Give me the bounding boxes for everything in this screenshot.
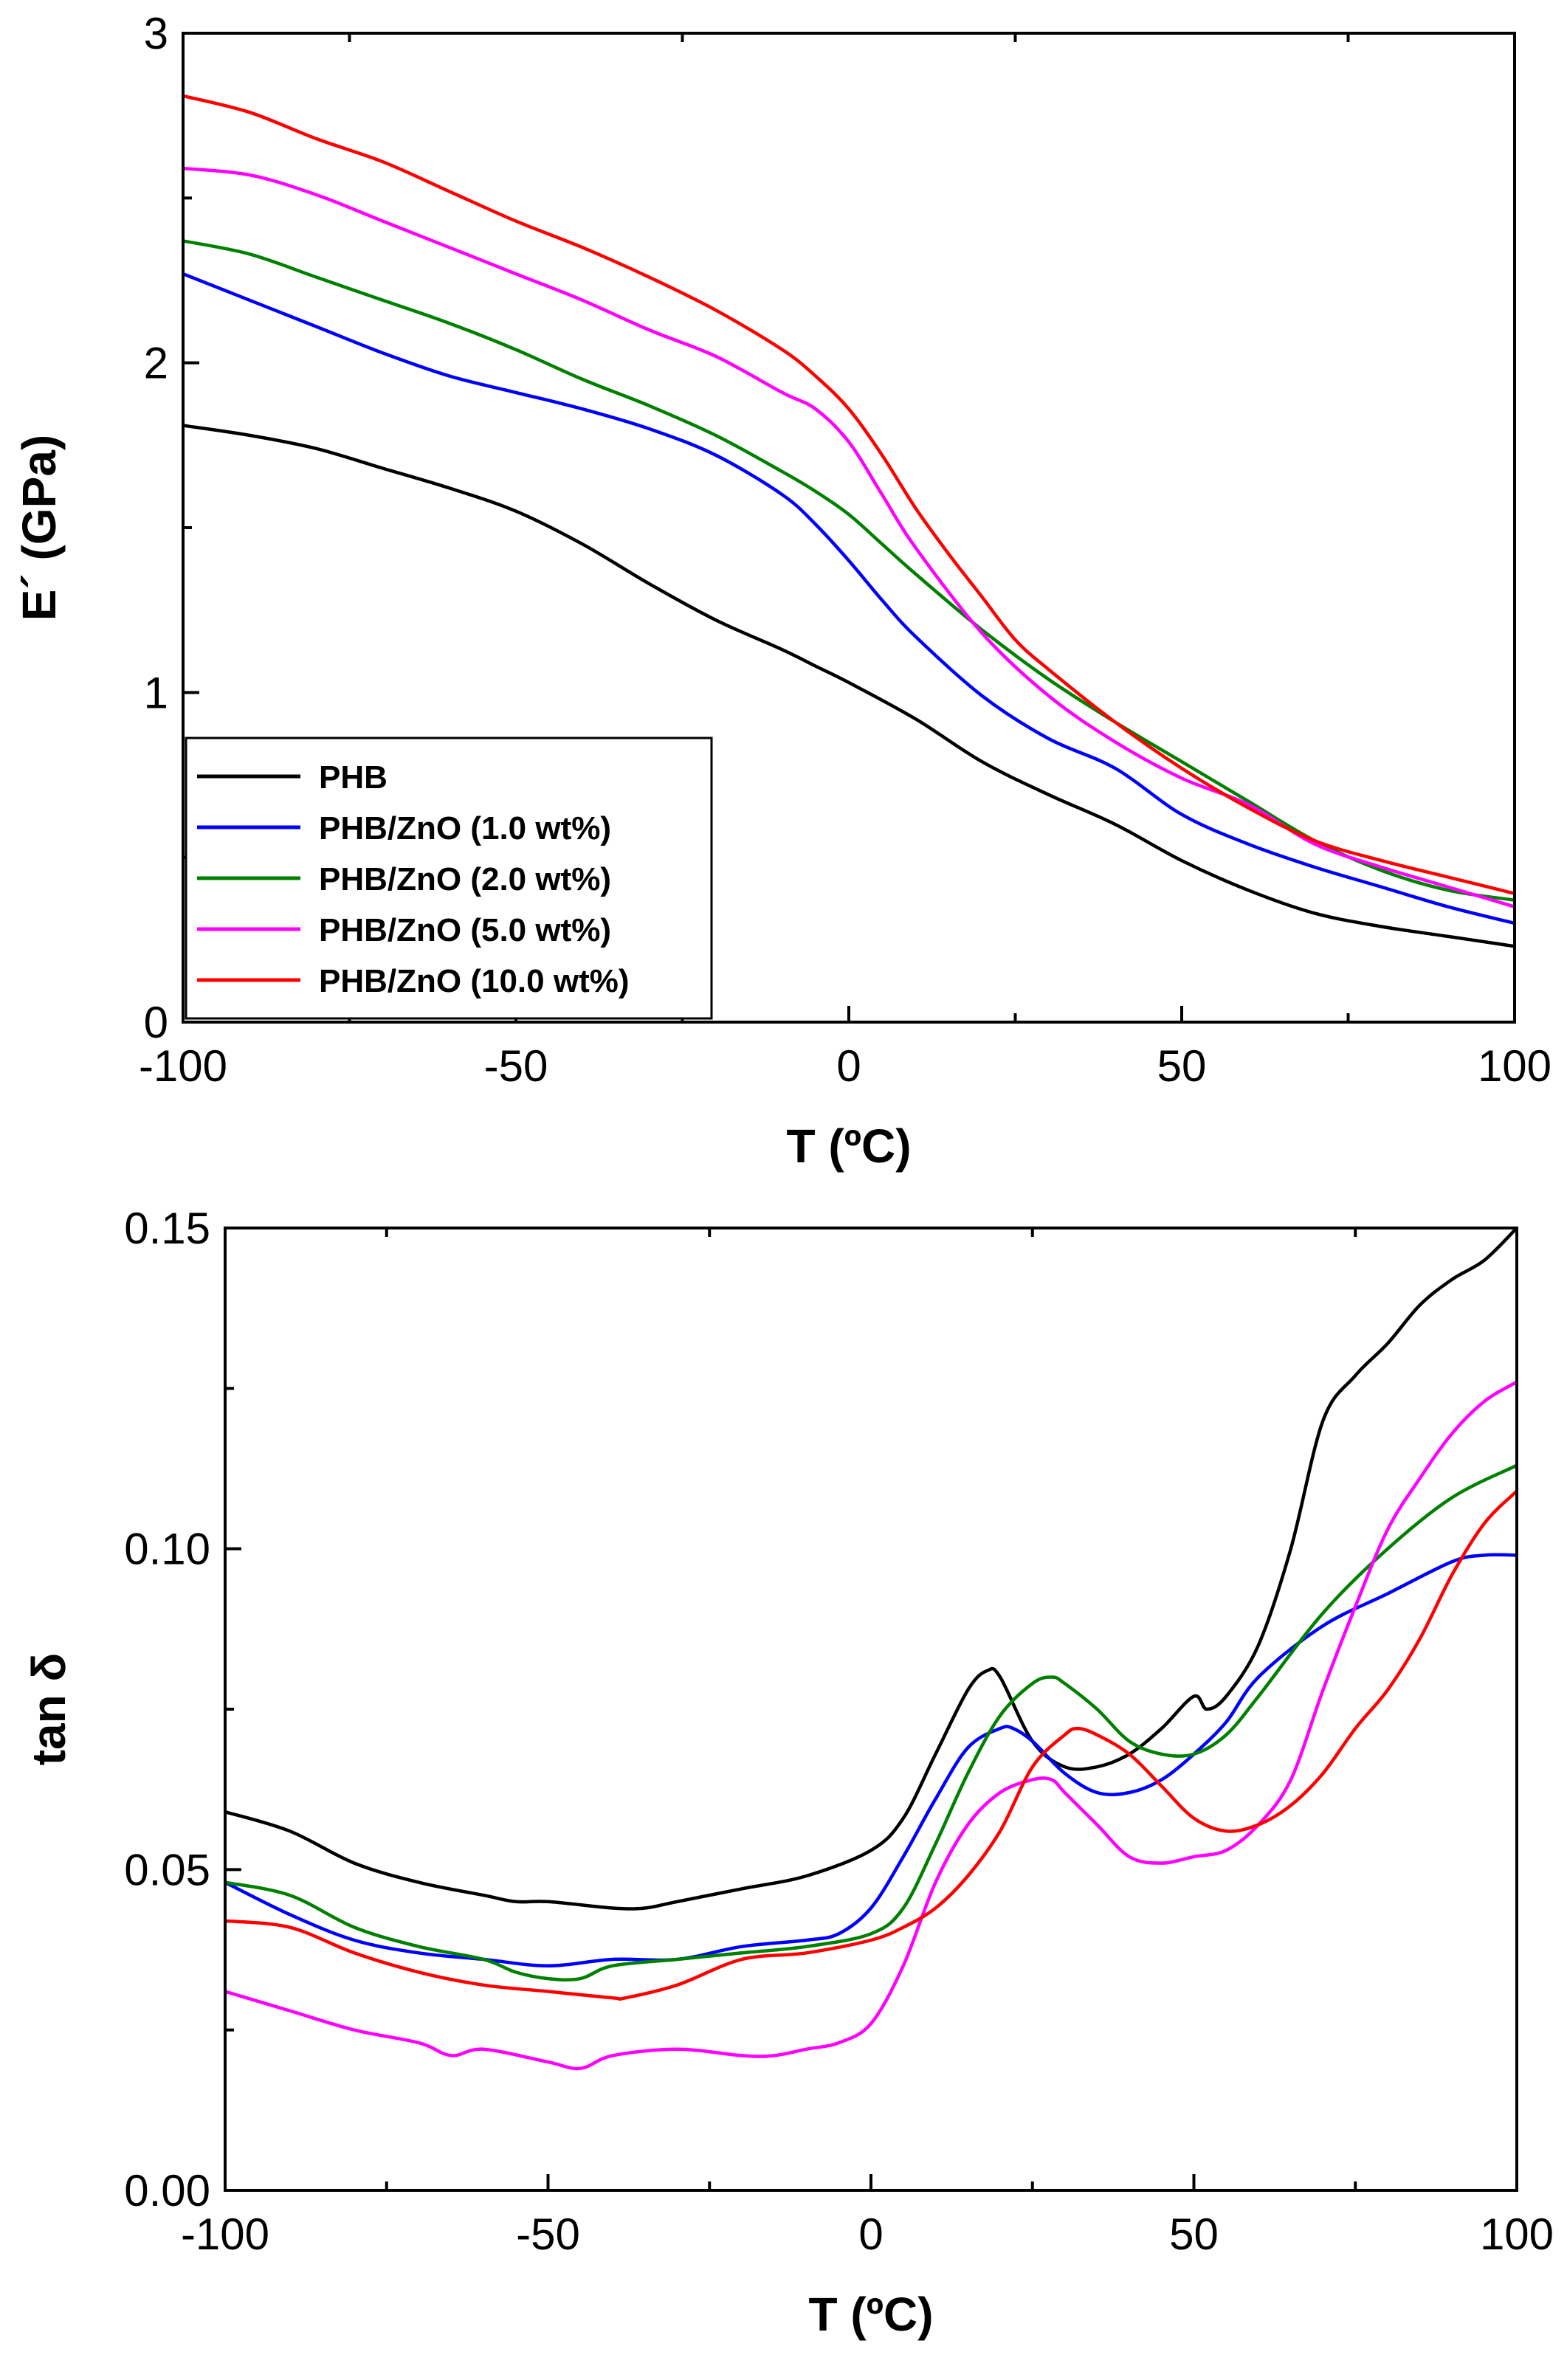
series-line-phb-zno-5-0-wt — [225, 1380, 1517, 2071]
series-line-phb-zno-1-0-wt — [183, 272, 1515, 925]
y-tick-label: 0.00 — [124, 2166, 210, 2215]
x-tick-label: 0 — [858, 2210, 883, 2259]
x-tick-label: -100 — [181, 2210, 269, 2259]
legend-label-phb-zno-5-0-wt: PHB/ZnO (5.0 wt%) — [319, 912, 611, 948]
x-tick-label: 50 — [1169, 2210, 1219, 2259]
modulus-chart: -100 -50 0 50 100 0 1 2 3 T (ºC) E´ (GPa) PHB PHB/Zn… — [13, 9, 1551, 1173]
series-line-phb-zno-1-0-wt — [225, 1553, 1517, 1967]
x-tick-label: -50 — [484, 1041, 548, 1091]
series-line-phb-zno-2-0-wt — [225, 1463, 1517, 1982]
x-tick-label: 0 — [836, 1041, 861, 1091]
series-line-phb-zno-5-0-wt — [183, 166, 1515, 908]
series-group — [183, 94, 1515, 948]
x-tick-label: -50 — [516, 2210, 580, 2259]
y-tick-label: 1 — [144, 668, 168, 717]
series-line-phb-zno-10-0-wt — [183, 94, 1515, 895]
x-tick-label: 100 — [1478, 1041, 1551, 1091]
y-axis-label: E´ (GPa) — [13, 435, 66, 621]
y-tick-label: 0.10 — [124, 1525, 210, 1574]
y-tick-label: 2 — [144, 339, 168, 388]
legend-label-phb-zno-10-0-wt: PHB/ZnO (10.0 wt%) — [319, 963, 630, 999]
legend: PHB PHB/ZnO (1.0 wt%) PHB/ZnO (2.0 wt%) PHB… — [185, 737, 713, 1020]
tan-delta-chart: -100 -50 0 50 100 0.00 0.05 0.10 0.15 T (ºC) tan δ — [22, 1204, 1554, 2341]
y-axis-label: tan δ — [22, 1653, 75, 1766]
y-tick-label: 0.15 — [124, 1204, 210, 1253]
plot-frame — [224, 1227, 1518, 2192]
legend-label-phb: PHB — [319, 759, 388, 796]
x-axis-label: T (ºC) — [808, 2288, 933, 2341]
y-tick-label: 0.05 — [124, 1845, 210, 1894]
series-group — [225, 1228, 1517, 2071]
legend-label-phb-zno-1-0-wt: PHB/ZnO (1.0 wt%) — [319, 810, 611, 846]
series-line-phb-zno-10-0-wt — [225, 1489, 1517, 2001]
y-tick-label: 0 — [144, 998, 168, 1047]
legend-label-phb-zno-2-0-wt: PHB/ZnO (2.0 wt%) — [319, 861, 611, 897]
x-tick-label: -100 — [139, 1041, 227, 1091]
series-line-phb-zno-2-0-wt — [183, 239, 1515, 902]
x-tick-label: 50 — [1157, 1041, 1207, 1091]
x-tick-label: 100 — [1480, 2210, 1554, 2259]
series-line-phb — [225, 1228, 1517, 1911]
x-axis-label: T (ºC) — [786, 1120, 911, 1173]
series-line-phb — [183, 424, 1515, 948]
y-tick-label: 3 — [144, 9, 168, 58]
